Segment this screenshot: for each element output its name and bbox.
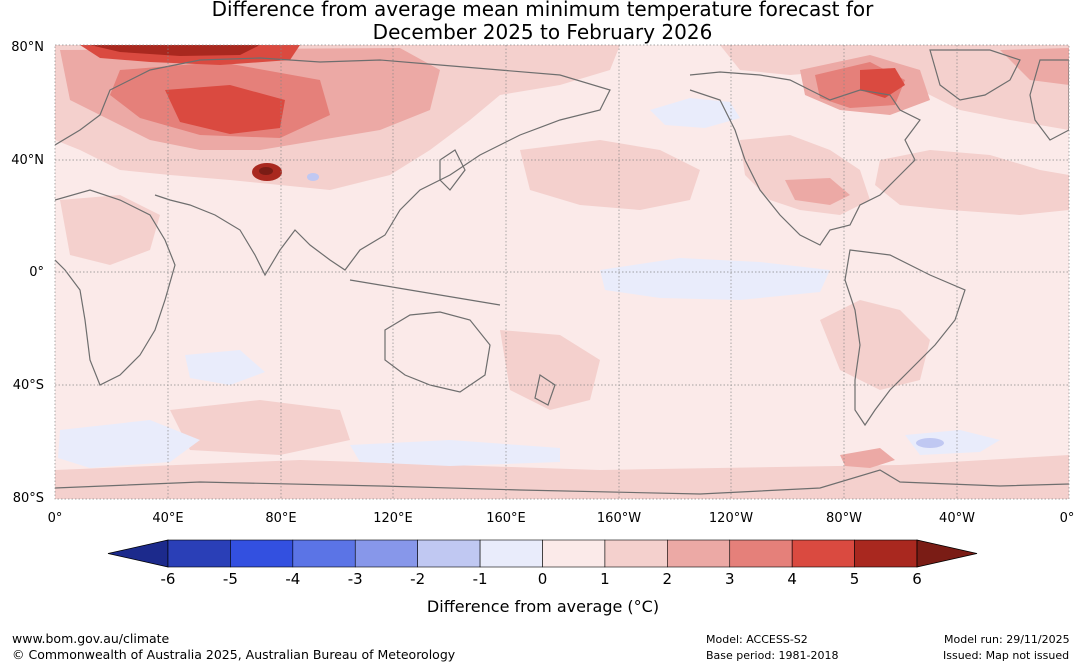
equatorial-pacific-cool <box>600 258 830 300</box>
lon-label: 80°W <box>826 511 862 526</box>
colorbar-label: Difference from average (°C) <box>427 597 659 616</box>
colorbar-swatch <box>604 539 668 568</box>
antarctic-warm-patch <box>840 448 895 468</box>
footer-issued: Issued: Map not issued <box>943 649 1070 662</box>
north-america-coast <box>689 71 921 246</box>
south-america-coast <box>844 249 966 427</box>
lon-label: 120°E <box>373 511 413 526</box>
colorbar-tick: -3 <box>348 570 363 588</box>
footer-url: www.bom.gov.au/climate <box>12 631 170 646</box>
new-zealand-coast <box>534 374 556 406</box>
lat-label: 80°S <box>13 491 44 506</box>
southern-ocean-cool-2 <box>350 440 560 466</box>
alaska-cool <box>650 98 740 128</box>
colorbar-tick: 5 <box>850 570 860 588</box>
longitude-labels: 0° 40°E 80°E 120°E 160°E 160°W 120°W 80°… <box>48 511 1075 526</box>
south-atlantic-cool <box>905 430 1000 455</box>
north-atlantic-warm <box>875 150 1069 215</box>
latitude-labels: 80°N 40°N 0° 40°S 80°S <box>11 40 44 506</box>
west-siberia-core <box>165 85 285 134</box>
colorbar-swatch <box>667 539 731 568</box>
south-america-warm <box>820 300 930 390</box>
lat-label: 0° <box>29 265 44 280</box>
africa-coast <box>55 189 176 386</box>
antarctica-coast <box>55 469 1069 495</box>
lon-label: 0° <box>1060 511 1075 526</box>
lon-label: 0° <box>48 511 63 526</box>
colorbar-tick: 4 <box>787 570 797 588</box>
colorbar-swatch <box>542 539 606 568</box>
colorbar-swatch <box>729 539 793 568</box>
australia-coast <box>384 311 491 393</box>
lon-label: 40°E <box>152 511 183 526</box>
colorbar-tick: -2 <box>410 570 425 588</box>
greenland-coast <box>929 49 1021 101</box>
colorbar-tick: -1 <box>473 570 488 588</box>
coastlines <box>55 49 1069 495</box>
north-pacific-warm <box>520 140 700 210</box>
graticule <box>55 45 1069 499</box>
colorbar-tick: 6 <box>912 570 922 588</box>
colorbar-tick: 3 <box>725 570 735 588</box>
colorbar-swatch <box>292 539 356 568</box>
footer-base-period: Base period: 1981-2018 <box>706 649 839 662</box>
japan-coast <box>439 149 466 191</box>
lon-label: 40°W <box>939 511 975 526</box>
colorbar-tick: -4 <box>285 570 300 588</box>
south-pacific-warm <box>500 330 600 410</box>
indian-ocean-warm <box>170 400 350 455</box>
lat-label: 40°S <box>13 378 44 393</box>
greenland-sea-warm <box>1000 48 1069 85</box>
tibet-hotspot-core <box>259 167 273 175</box>
colorbar-tick: 0 <box>538 570 548 588</box>
map-area <box>55 45 1069 499</box>
lon-label: 80°E <box>265 511 296 526</box>
eurasia-coast <box>55 57 611 277</box>
colorbar-swatch <box>479 539 543 568</box>
colorbar-extend-high <box>916 539 978 568</box>
colorbar-swatch <box>167 539 231 568</box>
hudson-core <box>860 68 905 98</box>
colorbar-swatch <box>417 539 481 568</box>
colorbar-tick: -5 <box>223 570 238 588</box>
colorbar-tick: 2 <box>663 570 673 588</box>
africa-warm <box>60 195 160 265</box>
colorbar-swatch <box>230 539 294 568</box>
footer-model: Model: ACCESS-S2 <box>706 633 808 646</box>
southern-ocean-cool <box>58 420 200 468</box>
tibet-cool-spot <box>307 173 319 181</box>
colorbar-extend-low <box>107 539 169 568</box>
colorbar-swatch <box>854 539 918 568</box>
lon-label: 160°W <box>597 511 641 526</box>
map-title-line1: Difference from average mean minimum tem… <box>211 0 874 21</box>
south-atlantic-cool-core <box>916 438 944 448</box>
colorbar-tick: -6 <box>161 570 176 588</box>
colorbar-tick: 1 <box>600 570 610 588</box>
europe-coast <box>1029 59 1069 141</box>
lat-label: 80°N <box>11 40 44 55</box>
lat-label: 40°N <box>11 153 44 168</box>
footer-model-run: Model run: 29/11/2025 <box>944 633 1070 646</box>
lon-label: 120°W <box>709 511 753 526</box>
colorbar-swatch <box>791 539 855 568</box>
arctic-russia-core <box>90 45 260 56</box>
indian-ocean-cool <box>185 350 265 385</box>
colorbar: -6 -5 -4 -3 -2 -1 0 1 2 3 4 5 6 Difference from avera… <box>107 539 978 616</box>
footer-copyright: © Commonwealth of Australia 2025, Austra… <box>12 647 456 662</box>
arctic-atlantic-warm <box>720 45 1069 130</box>
maritime-continent-coast <box>349 279 501 306</box>
usa-warm-mid <box>785 178 850 205</box>
map-frame <box>54 44 1070 500</box>
colorbar-swatch <box>354 539 418 568</box>
map-title-line2: December 2025 to February 2026 <box>372 20 713 44</box>
lon-label: 160°E <box>486 511 526 526</box>
